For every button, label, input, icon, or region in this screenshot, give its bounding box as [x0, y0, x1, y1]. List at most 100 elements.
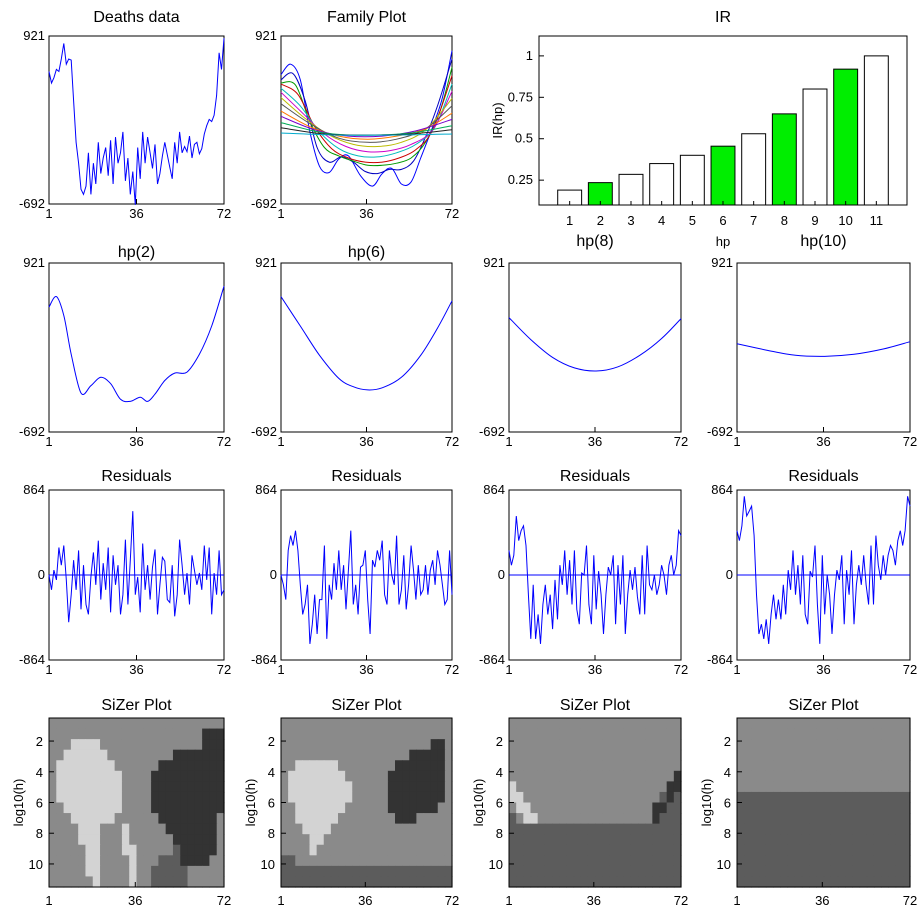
sizer-cell: [794, 855, 803, 867]
sizer-cell: [758, 844, 767, 856]
sizer-cell: [516, 876, 524, 888]
sizer-cell: [859, 718, 868, 730]
sizer-cell: [202, 834, 211, 846]
y-tick-label: 2: [36, 734, 43, 749]
sizer-cell: [888, 739, 897, 751]
sizer-cell: [92, 781, 101, 793]
sizer-cell: [823, 844, 832, 856]
sizer-cell: [881, 834, 889, 846]
sizer-cell: [352, 728, 360, 740]
sizer-cell: [180, 781, 189, 793]
sizer-cell: [387, 834, 396, 846]
sizer-cell: [509, 844, 517, 856]
sizer-cell: [316, 718, 325, 730]
sizer-cell: [758, 791, 767, 804]
sizer-cell: [787, 739, 796, 751]
sizer-cell: [516, 865, 524, 878]
sizer-cell: [609, 802, 618, 814]
sizer-cell: [49, 855, 57, 867]
sizer-cell: [516, 823, 524, 835]
sizer-cell: [158, 855, 167, 867]
sizer-cell: [659, 781, 668, 793]
sizer-cell: [85, 770, 94, 782]
sizer-cell: [666, 728, 675, 740]
sizer-cell: [816, 728, 825, 740]
y-tick-label: 921: [23, 28, 45, 43]
sizer-cell: [616, 823, 625, 835]
sizer-cell: [395, 865, 403, 878]
sizer-cell: [794, 823, 803, 835]
sizer-cell: [537, 844, 546, 856]
sizer-cell: [129, 823, 138, 835]
sizer-cell: [373, 834, 382, 846]
sizer-cell: [409, 718, 417, 730]
sizer-cell: [587, 844, 596, 856]
sizer-cell: [638, 844, 646, 856]
sizer-cell: [794, 802, 803, 814]
x-tick-label: 72: [674, 893, 688, 908]
sizer-cell: [580, 876, 589, 888]
sizer-cell: [823, 770, 832, 782]
sizer-cell: [129, 865, 138, 878]
sizer-cell: [559, 770, 567, 782]
sizer-cell: [530, 802, 539, 814]
y-tick-label: 4: [36, 765, 43, 780]
sizer-cell: [85, 781, 94, 793]
sizer-cell: [309, 718, 318, 730]
sizer-cell: [281, 823, 289, 835]
sizer-cell: [866, 728, 875, 740]
sizer-cell: [165, 834, 174, 846]
sizer-cell: [830, 823, 839, 835]
sizer-cell: [837, 813, 846, 825]
ir-bar-10: [833, 68, 859, 206]
y-tick-label: 2: [268, 734, 275, 749]
sizer-cell: [316, 844, 325, 856]
sizer-cell: [595, 791, 603, 804]
sizer-cell: [837, 760, 846, 772]
y-tick-label: 0: [38, 567, 45, 582]
sizer-cell: [345, 855, 353, 867]
sizer-cell: [216, 718, 225, 730]
sizer-cell: [165, 770, 174, 782]
sizer-cell: [645, 781, 653, 793]
y-axis-label: log10(h): [471, 779, 486, 827]
sizer-cell: [56, 813, 65, 825]
sizer-cell: [609, 834, 618, 846]
sizer-cell: [645, 876, 653, 888]
sizer-cell: [737, 855, 745, 867]
sizer-cell: [652, 749, 661, 761]
sizer-cell: [587, 876, 596, 888]
family-curve-10: [280, 115, 453, 138]
sizer-cell: [866, 876, 875, 888]
sizer-cell: [437, 844, 446, 856]
sizer-cell: [172, 813, 181, 825]
sizer-cell: [873, 760, 882, 772]
sizer-cell: [765, 781, 774, 793]
sizer-cell: [359, 781, 368, 793]
sizer-cell: [873, 749, 882, 761]
sizer-cell: [544, 770, 553, 782]
y-tick-label: -864: [19, 652, 45, 667]
sizer-cell: [873, 834, 882, 846]
sizer-cell: [544, 855, 553, 867]
sizer-cell: [801, 823, 810, 835]
sizer-cell: [859, 770, 868, 782]
sizer-cell: [49, 749, 57, 761]
sizer-cell: [281, 728, 289, 740]
panel-title: hp(6): [348, 244, 385, 261]
sizer-cell: [580, 834, 589, 846]
sizer-cell: [338, 781, 346, 793]
sizer-cell: [630, 813, 639, 825]
sizer-cell: [366, 760, 375, 772]
sizer-cell: [673, 770, 682, 782]
sizer-cell: [373, 760, 382, 772]
sizer-cell: [323, 781, 332, 793]
sizer-cell: [895, 791, 904, 804]
sizer-cell: [158, 834, 167, 846]
sizer-cell: [136, 728, 145, 740]
sizer-cell: [630, 791, 639, 804]
sizer-cell: [209, 760, 218, 772]
sizer-cell: [373, 876, 382, 888]
sizer-cell: [380, 760, 389, 772]
